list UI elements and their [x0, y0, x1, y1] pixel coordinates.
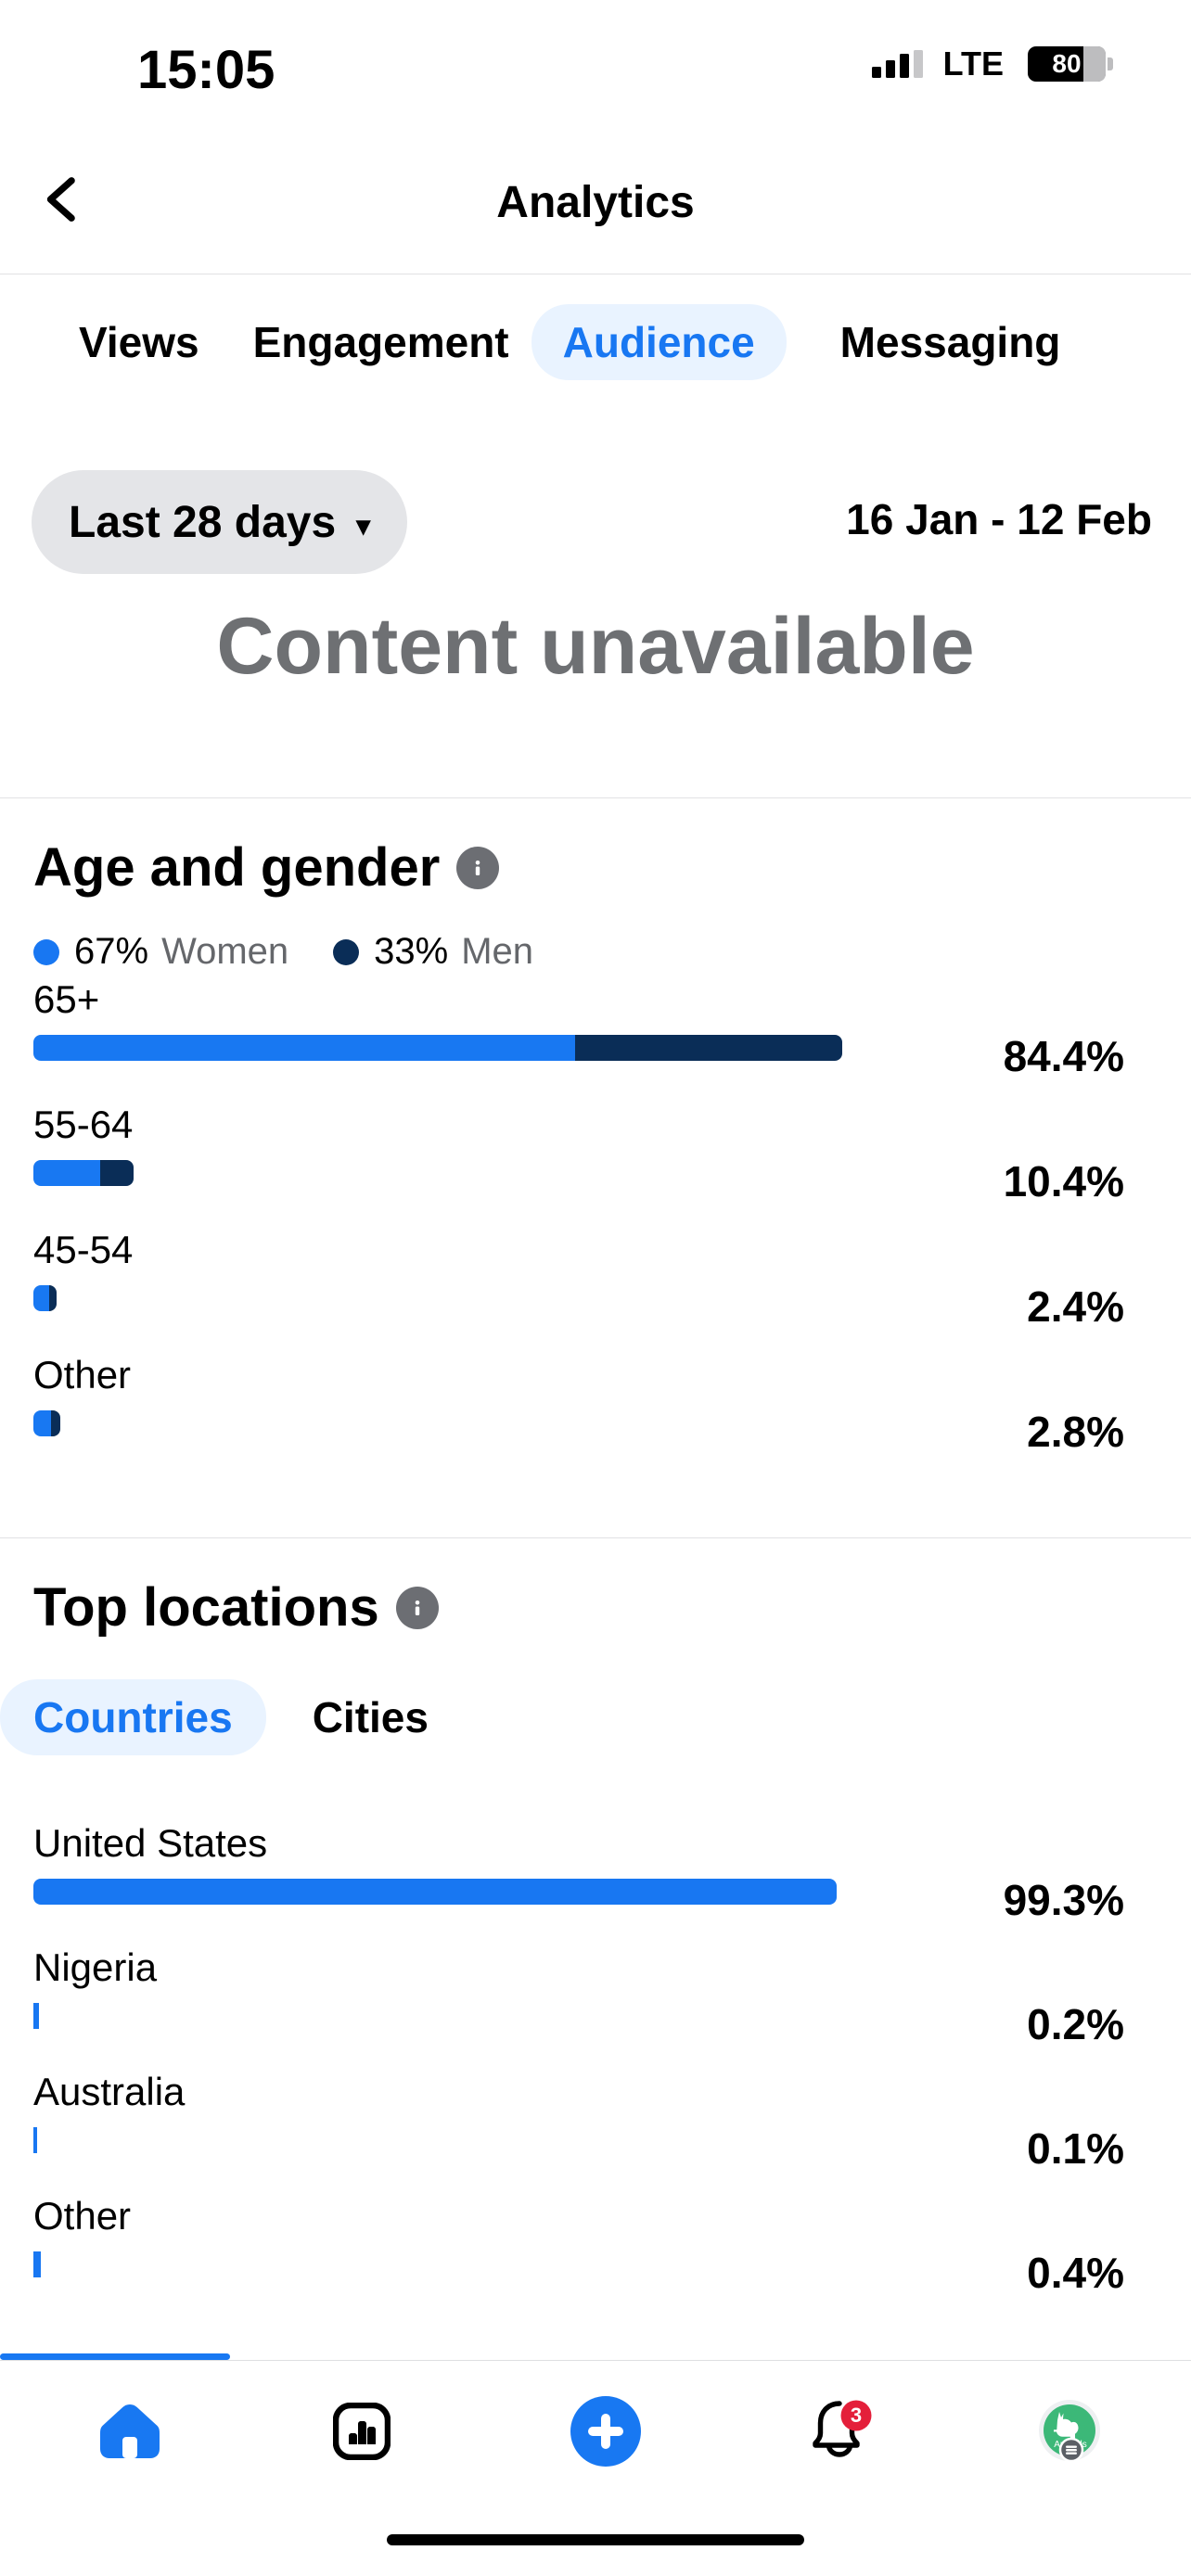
svg-text:3: 3	[851, 2404, 862, 2427]
